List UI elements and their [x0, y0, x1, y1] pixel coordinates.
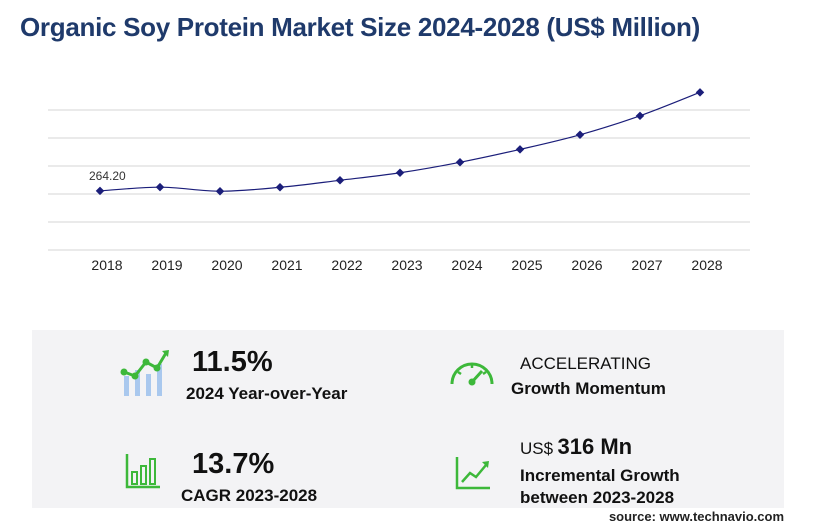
x-tick-label: 2019: [151, 257, 182, 273]
data-point: [695, 88, 705, 97]
trend-up-icon: [455, 457, 490, 490]
incremental-amount: 316 Mn: [557, 434, 633, 459]
data-points: [95, 88, 705, 196]
yoy-value: 11.5%: [192, 346, 273, 378]
momentum-label: Growth Momentum: [511, 379, 666, 398]
data-point: [275, 183, 285, 192]
speedometer-icon: [450, 362, 494, 386]
x-tick-label: 2023: [391, 257, 422, 273]
gridlines: [48, 109, 750, 251]
data-label: 264.20: [89, 169, 126, 183]
x-tick-label: 2020: [211, 257, 242, 273]
data-point: [635, 111, 645, 121]
bar-chart-icon: [125, 454, 160, 489]
data-point: [395, 168, 405, 178]
bar-line-growth-icon: [120, 350, 169, 396]
cagr-label: CAGR 2023-2028: [181, 486, 318, 505]
momentum-title: ACCELERATING: [520, 354, 651, 373]
x-tick-label: 2024: [451, 257, 482, 273]
x-tick-label: 2026: [571, 257, 602, 273]
incremental-value: US$ 316 Mn: [520, 434, 632, 460]
data-point: [455, 158, 465, 167]
stats-panel: [32, 330, 784, 508]
data-point: [95, 186, 105, 196]
data-point: [335, 176, 345, 185]
chart-title: Organic Soy Protein Market Size 2024-202…: [20, 12, 700, 42]
line-chart: 264.20 2018 2019 2020 2021 2022 2023 2024 2025 2…: [48, 88, 750, 273]
incremental-label-1: Incremental Growth: [520, 466, 680, 485]
x-tick-label: 2021: [271, 257, 302, 273]
data-point: [215, 186, 225, 196]
x-tick-label: 2025: [511, 257, 542, 273]
source-note: source: www.technavio.com: [608, 509, 784, 524]
cagr-value: 13.7%: [192, 448, 275, 480]
x-tick-label: 2022: [331, 257, 362, 273]
x-tick-label: 2028: [691, 257, 722, 273]
x-tick-label: 2018: [91, 257, 122, 273]
yoy-label: 2024 Year-over-Year: [186, 384, 348, 403]
currency-prefix: US$: [520, 439, 554, 458]
x-axis-ticks: 2018 2019 2020 2021 2022 2023 2024 2025 2026 2027…: [91, 257, 722, 273]
x-tick-label: 2027: [631, 257, 662, 273]
data-point: [515, 145, 525, 154]
incremental-label-2: between 2023-2028: [520, 488, 675, 507]
data-point: [155, 182, 165, 192]
data-labels: 264.20: [89, 169, 126, 183]
